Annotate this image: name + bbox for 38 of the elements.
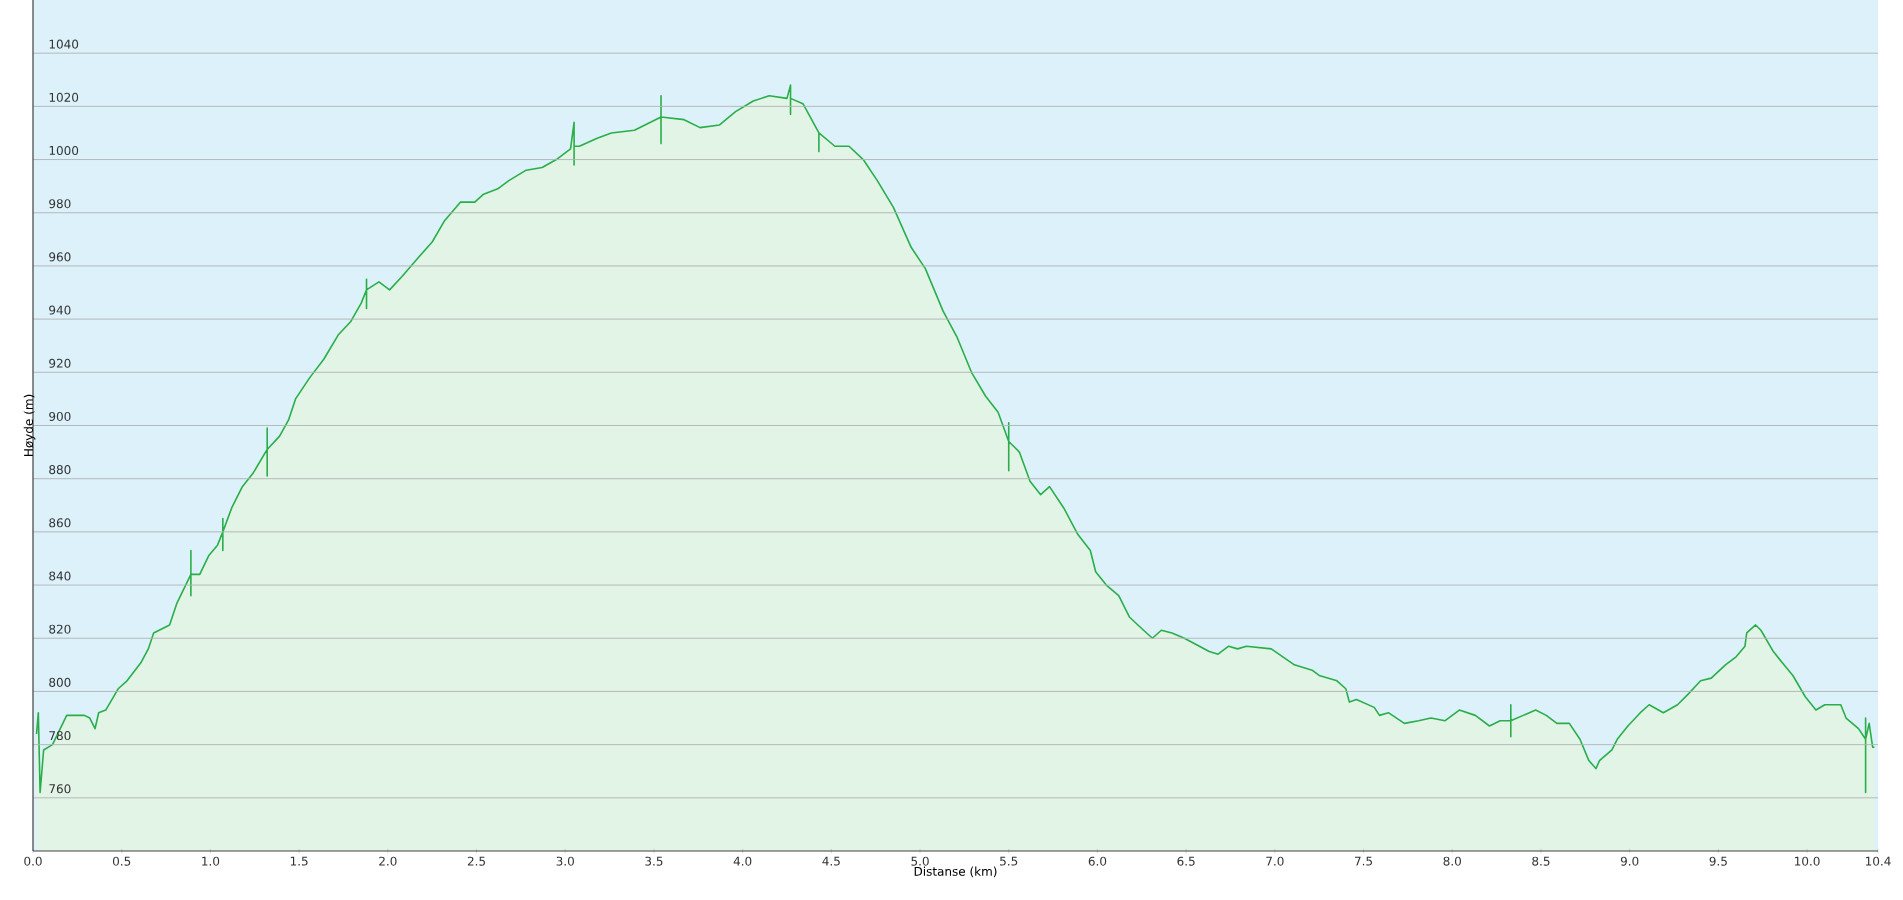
y-tick-label: 860 [49, 518, 71, 528]
x-tick-label: 9.0 [1620, 856, 1639, 866]
x-tick-label: 8.5 [1532, 856, 1550, 866]
x-tick-label: 4.0 [733, 856, 752, 866]
x-tick-label: 6.5 [1177, 856, 1195, 866]
x-tick-label: 10.4 [1865, 856, 1891, 866]
x-tick-label: 2.5 [467, 856, 486, 866]
y-tick-label: 1040 [49, 39, 79, 49]
y-tick-label: 1020 [49, 92, 79, 102]
x-tick-label: 7.0 [1266, 856, 1284, 866]
x-tick-label: 8.0 [1443, 856, 1461, 866]
x-tick-label: 5.5 [1000, 856, 1018, 866]
x-tick-label: 9.5 [1709, 856, 1727, 866]
y-tick-label: 840 [49, 571, 71, 581]
y-tick-label: 800 [49, 677, 71, 687]
x-tick-label: 10.0 [1795, 856, 1820, 866]
x-tick-label: 0.5 [112, 856, 131, 866]
x-tick-label: 1.0 [202, 856, 220, 866]
x-tick-label: 3.0 [556, 856, 574, 866]
x-tick-label: 5.0 [911, 856, 929, 866]
y-axis-title: Høyde (m) [23, 394, 36, 456]
y-tick-label: 960 [49, 252, 71, 262]
y-tick-label: 980 [49, 199, 71, 209]
y-tick-label: 880 [49, 465, 71, 475]
x-axis-title: Distanse (km) [914, 866, 997, 878]
x-tick-label: 1.5 [290, 856, 308, 866]
y-tick-label: 900 [49, 411, 71, 421]
x-tick-label: 6.0 [1088, 856, 1107, 866]
y-tick-label: 940 [49, 305, 71, 315]
x-tick-label: 2.0 [379, 856, 397, 866]
y-tick-label: 760 [49, 784, 71, 794]
y-tick-label: 1000 [49, 145, 79, 156]
x-tick-label: 4.5 [822, 856, 840, 866]
x-tick-label: 7.5 [1354, 856, 1373, 866]
y-tick-label: 920 [49, 358, 71, 368]
x-tick-label: 3.5 [645, 856, 663, 866]
x-tick-label: 0.0 [24, 856, 42, 866]
y-tick-label: 820 [49, 624, 71, 634]
